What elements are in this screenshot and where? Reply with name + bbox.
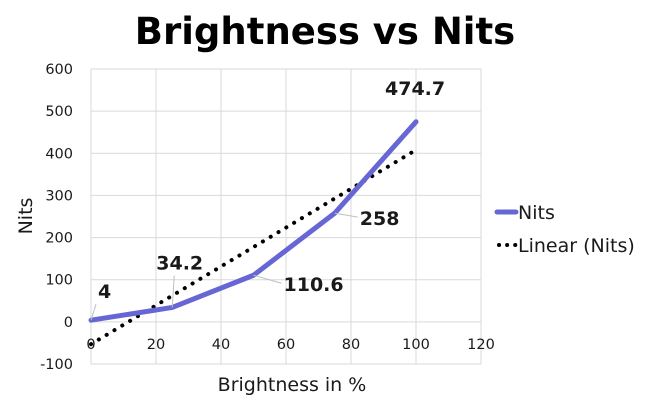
y-tick-label: 500 [45,104,73,120]
x-tick-label: 0 [86,337,95,353]
data-label-leaders [90,212,358,321]
y-axis-label: Nits [15,198,37,235]
grid-lines [90,68,482,365]
chart-title: Brightness vs Nits [135,10,515,53]
y-tick-label: 100 [45,273,73,289]
y-tick-label: 600 [45,62,73,78]
x-tick-label: 20 [147,337,165,353]
legend-label-linear-nits: Linear (Nits) [518,235,635,257]
data-label-nits: 4 [98,281,111,303]
x-tick-label: 120 [467,337,495,353]
y-tick-label: 200 [45,231,73,247]
x-tick-label: 80 [342,337,360,353]
x-tick-label: 60 [277,337,295,353]
axis-ticks: -100 0 100 200 300 400 500 600 0 20 40 60 80 100 120 [40,62,495,373]
x-tick-label: 100 [402,337,430,353]
data-label-nits: 258 [360,208,400,230]
label-leader-line [171,275,175,308]
y-tick-label: 300 [45,188,73,204]
y-tick-label: 0 [64,315,73,331]
label-leader-line [90,304,97,321]
data-label-nits: 34.2 [156,252,203,274]
y-tick-label: -100 [40,357,73,373]
series-layer [88,119,419,347]
label-leader-line [334,212,358,218]
data-label-nits: 474.7 [385,78,445,100]
data-labels: 4 34.2 110.6 258 474.7 [90,78,445,321]
legend: Nits Linear (Nits) [494,202,635,257]
label-leader-line [253,274,282,284]
legend-label-nits: Nits [518,202,555,224]
data-label-nits: 110.6 [284,274,344,296]
y-tick-label: 400 [45,146,73,162]
x-tick-label: 40 [212,337,230,353]
x-axis-label: Brightness in % [218,374,367,396]
